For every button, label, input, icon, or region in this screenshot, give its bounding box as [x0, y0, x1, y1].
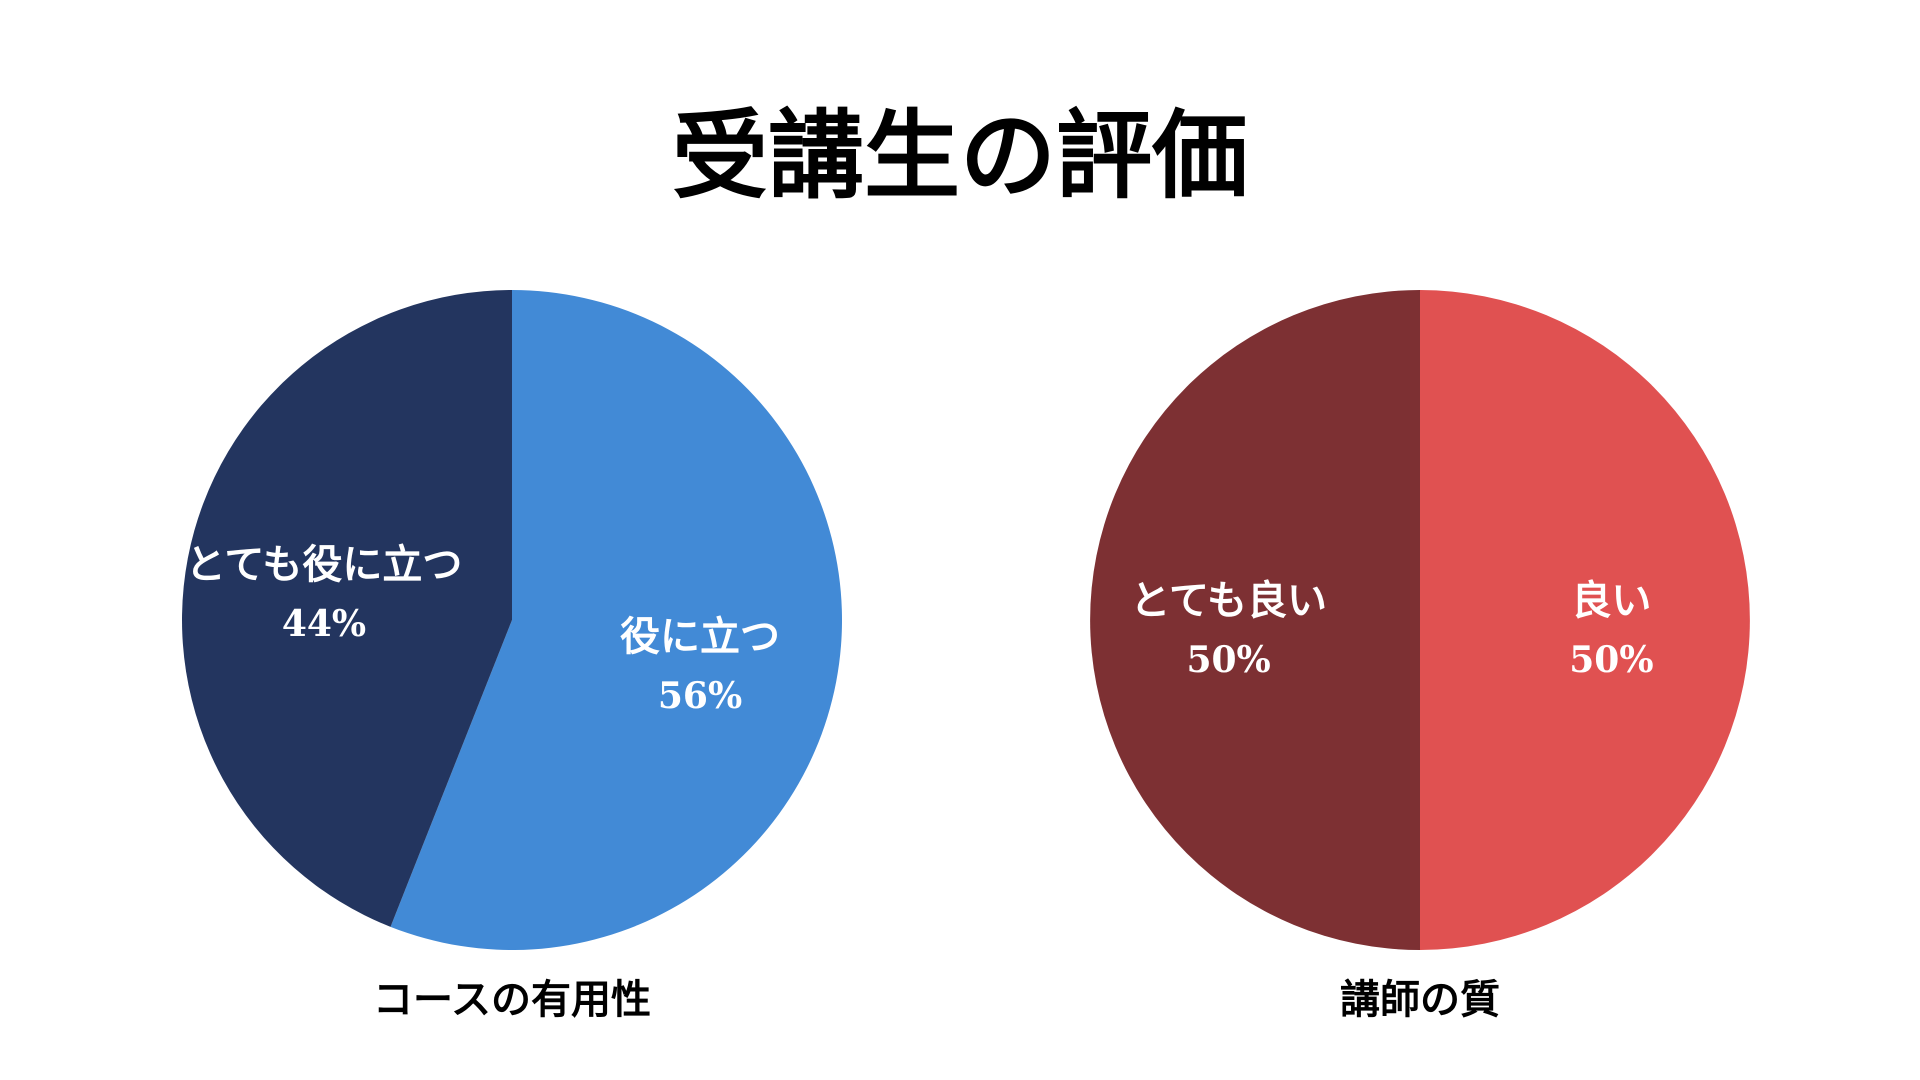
- slice-percent-label: 44%: [282, 603, 366, 645]
- slice-percent-label: 50%: [1569, 639, 1653, 681]
- pie-chart-instructor-quality: 良い 50% とても良い 50%: [1090, 290, 1750, 950]
- page-title: 受講生の評価: [672, 100, 1248, 212]
- slice-name-label: 良い: [1571, 578, 1651, 624]
- pie-slice: [182, 290, 512, 927]
- pie-slice: [1090, 290, 1420, 950]
- slice-name-label: とても良い: [1130, 578, 1327, 624]
- caption-instructor-quality: 講師の質: [1340, 977, 1500, 1023]
- pie-slice: [390, 290, 843, 951]
- slice-percent-label: 56%: [658, 675, 742, 717]
- slice-name-label: とても役に立つ: [186, 542, 463, 588]
- pie-chart-course-usefulness: 役に立つ 56% とても役に立つ 44%: [182, 290, 843, 951]
- slice-name-label: 役に立つ: [620, 614, 780, 660]
- caption-course-usefulness: コースの有用性: [373, 977, 651, 1023]
- pie-slice: [1420, 290, 1750, 950]
- slice-percent-label: 50%: [1186, 639, 1270, 681]
